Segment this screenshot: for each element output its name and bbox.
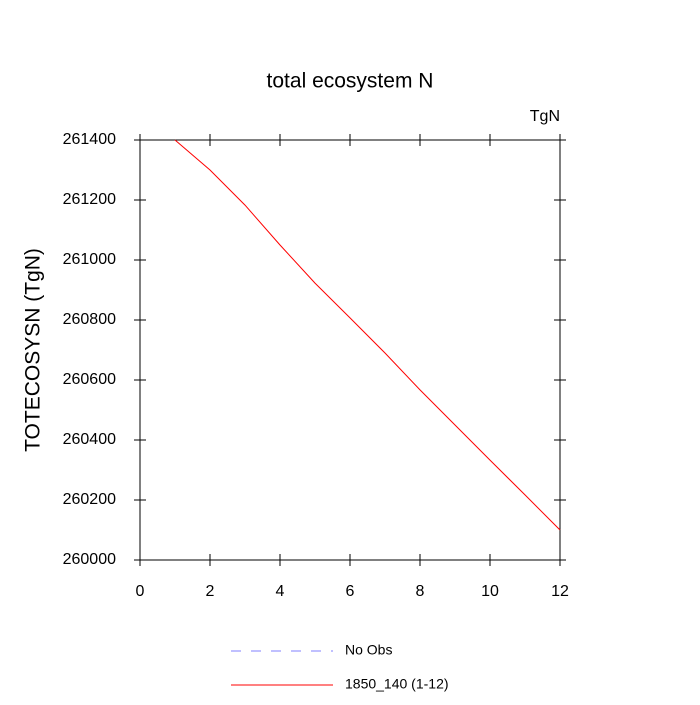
y-tick-label: 260600 (63, 371, 116, 388)
x-tick-label: 6 (346, 583, 355, 600)
y-tick-label: 261400 (63, 131, 116, 148)
legend-label: No Obs (345, 642, 392, 658)
y-tick-label: 260000 (63, 551, 116, 568)
data-line (174, 139, 561, 531)
x-tick-label: 2 (206, 583, 215, 600)
x-tick-label: 10 (481, 583, 499, 600)
y-tick-label: 261000 (63, 251, 116, 268)
x-tick-label: 0 (136, 583, 145, 600)
y-tick-label: 260800 (63, 311, 116, 328)
x-tick-label: 4 (276, 583, 285, 600)
chart-title: total ecosystem N (267, 70, 434, 93)
units-label: TgN (530, 108, 560, 125)
y-tick-label: 260200 (63, 491, 116, 508)
legend-label: 1850_140 (1-12) (345, 676, 449, 692)
y-tick-label: 261200 (63, 191, 116, 208)
plot-frame (139, 139, 561, 561)
y-axis-label: TOTECOSYSN (TgN) (22, 248, 45, 452)
y-tick-label: 260400 (63, 431, 116, 448)
x-tick-label: 8 (416, 583, 425, 600)
x-tick-label: 12 (551, 583, 569, 600)
